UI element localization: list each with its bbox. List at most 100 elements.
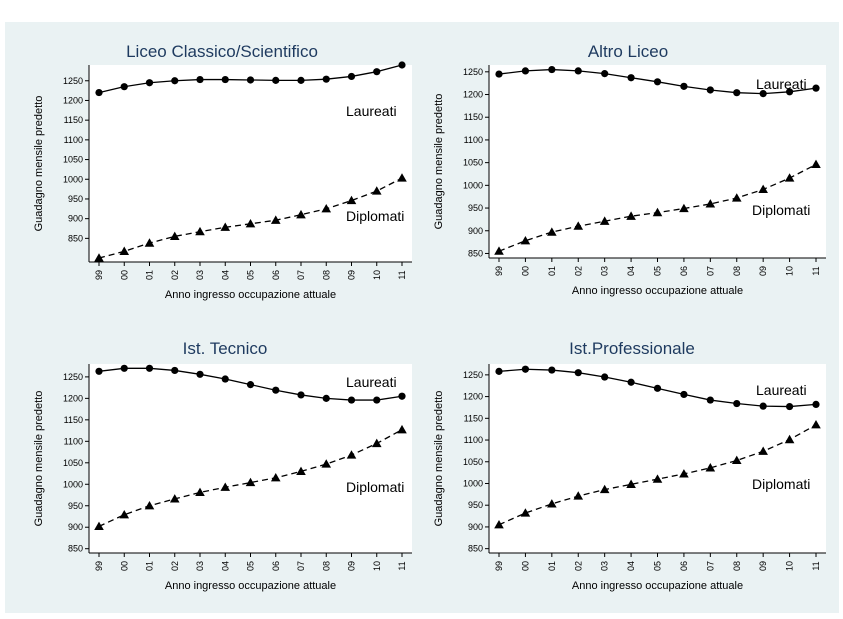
chart-panels: Liceo Classico/Scientifico85090095010001…	[33, 42, 826, 592]
data-point-laureati	[347, 396, 356, 404]
y-axis-label: Guadagno mensile predetto	[33, 391, 45, 527]
x-tick-label: 11	[397, 561, 407, 570]
x-tick-label: 08	[732, 266, 742, 276]
x-tick-label: 06	[679, 266, 689, 276]
y-tick-label: 1000	[63, 479, 83, 489]
x-tick-label: 06	[271, 270, 281, 280]
data-point-diplomati	[626, 211, 636, 220]
data-point-diplomati	[494, 246, 504, 255]
data-point-diplomati	[220, 222, 231, 231]
chart-panel: Altro Liceo85090095010001050110011501200…	[433, 42, 826, 297]
data-point-laureati	[145, 364, 154, 372]
series-label-diplomati: Diplomati	[346, 479, 404, 495]
data-point-laureati	[495, 70, 503, 78]
y-tick-label: 1200	[463, 392, 483, 402]
data-point-diplomati	[397, 424, 407, 434]
y-tick-label: 1250	[463, 370, 483, 380]
data-point-laureati	[521, 67, 530, 75]
chart-title: Altro Liceo	[588, 42, 668, 61]
data-point-diplomati	[652, 474, 663, 483]
data-point-laureati	[373, 396, 381, 404]
y-tick-label: 850	[468, 248, 483, 258]
x-tick-label: 03	[600, 266, 610, 276]
data-point-laureati	[627, 378, 635, 386]
data-point-diplomati	[520, 235, 531, 245]
y-axis-label: Guadagno mensile predetto	[433, 391, 445, 527]
x-tick-label: 01	[547, 561, 557, 571]
plot-area	[489, 364, 826, 553]
data-point-diplomati	[245, 477, 256, 487]
data-point-diplomati	[346, 195, 357, 205]
series-label-laureati: Laureati	[756, 382, 807, 398]
data-point-laureati	[785, 88, 794, 96]
data-point-diplomati	[784, 173, 795, 182]
y-tick-label: 1150	[64, 115, 83, 125]
data-point-diplomati	[758, 446, 768, 455]
y-tick-label: 1050	[463, 457, 483, 467]
data-point-laureati	[706, 86, 714, 94]
series-label-laureati: Laureati	[346, 103, 397, 119]
data-point-laureati	[246, 381, 255, 389]
data-point-diplomati	[705, 463, 716, 472]
y-tick-label: 1250	[63, 76, 83, 86]
data-point-diplomati	[811, 159, 821, 169]
data-point-diplomati	[169, 494, 180, 503]
x-tick-label: 09	[758, 266, 768, 276]
x-tick-label: 04	[626, 561, 636, 571]
data-point-laureati	[548, 65, 556, 74]
y-tick-label: 1250	[63, 372, 83, 382]
data-point-diplomati	[144, 238, 155, 247]
y-tick-label: 950	[468, 203, 483, 213]
x-tick-label: 04	[626, 266, 636, 276]
y-tick-label: 900	[68, 214, 83, 224]
data-point-laureati	[759, 90, 767, 98]
x-tick-label: 99	[494, 561, 504, 571]
data-point-diplomati	[119, 246, 130, 255]
data-point-diplomati	[679, 469, 689, 478]
x-tick-label: 01	[145, 270, 155, 280]
y-tick-label: 850	[468, 544, 483, 554]
x-tick-label: 02	[170, 270, 180, 280]
data-point-laureati	[785, 402, 794, 411]
data-point-laureati	[574, 67, 582, 75]
y-tick-label: 850	[68, 233, 83, 243]
y-tick-label: 950	[468, 500, 483, 510]
data-point-laureati	[272, 386, 280, 394]
data-point-diplomati	[321, 459, 332, 468]
data-point-diplomati	[758, 184, 768, 194]
y-tick-label: 1050	[63, 458, 83, 468]
series-label-laureati: Laureati	[346, 374, 397, 390]
data-point-laureati	[601, 373, 609, 381]
x-tick-label: 00	[520, 561, 530, 571]
x-tick-label: 03	[195, 270, 205, 280]
x-tick-label: 07	[296, 270, 306, 280]
plot-area	[89, 65, 412, 262]
chart-panel: Ist.Professionale85090095010001050110011…	[433, 339, 826, 592]
x-tick-label: 05	[653, 266, 663, 276]
data-point-diplomati	[371, 186, 382, 195]
data-point-diplomati	[245, 218, 256, 228]
data-point-laureati	[812, 84, 820, 92]
x-tick-label: 09	[347, 270, 357, 280]
x-tick-label: 05	[246, 270, 256, 280]
data-point-diplomati	[652, 207, 663, 217]
data-point-laureati	[574, 369, 582, 377]
plot-area	[89, 364, 412, 553]
data-point-diplomati	[119, 509, 130, 519]
data-point-diplomati	[573, 221, 584, 230]
x-axis-label: Anno ingresso occupazione attuale	[165, 289, 336, 301]
y-tick-label: 1050	[63, 155, 83, 165]
data-point-laureati	[347, 72, 356, 81]
y-tick-label: 1050	[463, 158, 483, 168]
y-tick-label: 1150	[64, 415, 83, 425]
data-point-laureati	[733, 89, 741, 97]
x-tick-label: 07	[705, 561, 715, 571]
y-tick-label: 1100	[464, 135, 483, 145]
y-tick-label: 950	[68, 501, 83, 511]
x-tick-label: 00	[119, 561, 129, 571]
data-point-laureati	[196, 75, 204, 84]
data-point-diplomati	[494, 519, 504, 529]
data-point-laureati	[171, 366, 179, 375]
y-tick-label: 1100	[64, 436, 83, 446]
x-tick-label: 10	[785, 266, 795, 276]
